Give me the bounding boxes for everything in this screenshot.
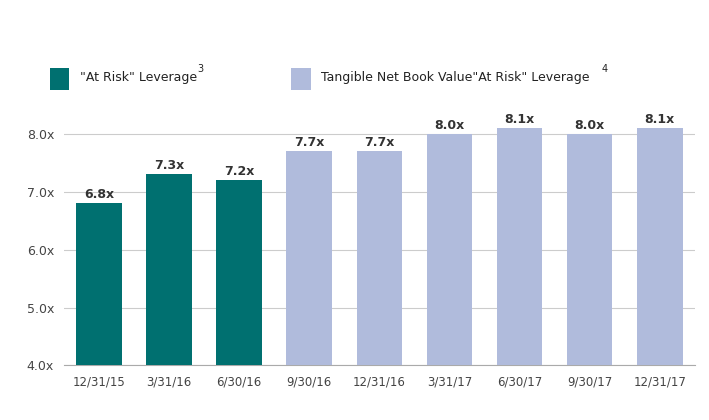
Text: 8.1x: 8.1x [644,113,675,126]
Bar [50,68,69,90]
Bar [567,134,613,420]
Bar [286,151,332,420]
Text: Tangible Net Book Value"At Risk" Leverage: Tangible Net Book Value"At Risk" Leverag… [321,71,593,84]
Bar [357,151,402,420]
Bar [216,180,262,420]
Text: "At Risk" Leverage: "At Risk" Leverage [80,71,201,84]
Text: 4: 4 [601,64,608,74]
Text: 8.0x: 8.0x [574,118,605,131]
Text: 8.0x: 8.0x [435,118,464,131]
Text: 7.2x: 7.2x [224,165,255,178]
Bar [76,203,122,420]
Bar [146,174,191,420]
Text: 7.7x: 7.7x [364,136,394,149]
Text: 8.1x: 8.1x [504,113,535,126]
Text: Leverage: Leverage [303,19,406,38]
Bar [637,128,683,420]
Bar [427,134,472,420]
Bar [497,128,542,420]
Text: 6.8x: 6.8x [84,188,114,201]
Text: 7.7x: 7.7x [294,136,325,149]
Bar [291,68,311,90]
Text: 3: 3 [197,64,203,74]
Text: 7.3x: 7.3x [154,159,184,172]
